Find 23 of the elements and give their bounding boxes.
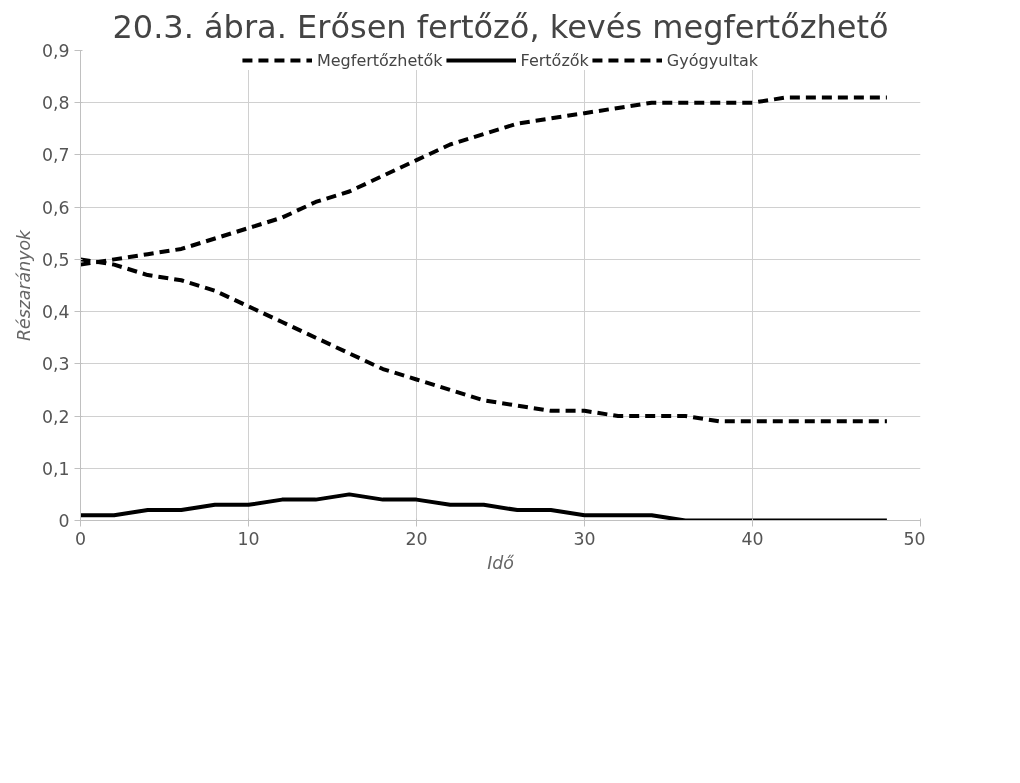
- x-tick-label: 10: [237, 528, 260, 549]
- y-tick-label: 0,8: [41, 93, 70, 114]
- y-tick-label: 0,4: [41, 302, 70, 323]
- x-tick-label: 20: [405, 528, 428, 549]
- x-tick-label: 50: [903, 528, 926, 549]
- y-tick-label: 0,2: [41, 406, 70, 427]
- x-tick-label: 40: [741, 528, 764, 549]
- chart-title: 20.3. ábra. Erősen fertőző, kevés megfertőzhető: [112, 7, 889, 46]
- x-axis-title: Idő: [487, 552, 515, 573]
- legend-label: Megfertőzhetők: [316, 50, 443, 70]
- y-tick-label: 0,6: [41, 197, 70, 218]
- legend-label: Gyógyultak: [666, 50, 759, 70]
- y-tick-label: 0,7: [41, 145, 70, 166]
- y-tick-label: 0,5: [41, 249, 70, 270]
- line-series: [80, 492, 889, 521]
- x-tick-label: 30: [573, 528, 596, 549]
- y-tick-label: 0,9: [41, 41, 70, 61]
- y-tick-label: 0,3: [41, 354, 70, 375]
- legend-label: Fertőzők: [520, 50, 589, 70]
- y-tick-label: 0,1: [41, 458, 70, 479]
- y-axis-title: Részarányok: [13, 229, 34, 342]
- y-tick-label: 0: [58, 511, 70, 531]
- x-tick-label: 0: [74, 528, 87, 549]
